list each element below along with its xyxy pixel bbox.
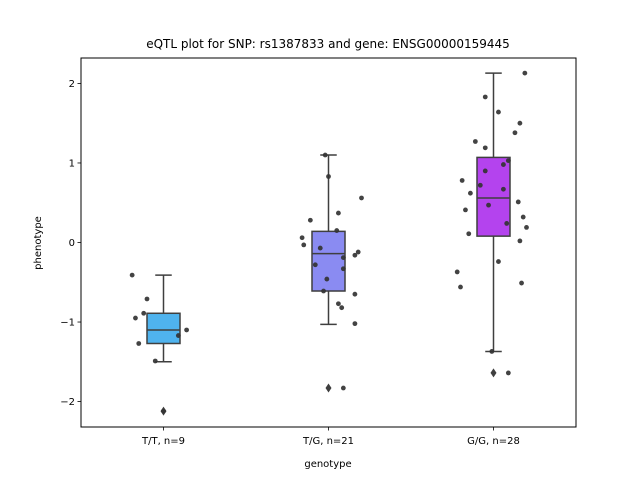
y-tick-label: 1 [69,158,75,169]
data-point [355,249,361,255]
data-point [512,130,518,136]
data-point [144,296,150,302]
y-tick-label: 2 [69,79,75,90]
data-point [459,178,465,183]
data-point [141,310,147,316]
outlier-marker [490,368,497,378]
data-point [482,145,488,151]
data-point [321,288,326,294]
data-point [359,195,364,201]
data-point [501,186,506,192]
data-point [161,408,166,414]
data-point [458,284,463,290]
data-point [519,280,524,286]
data-point [352,252,358,258]
data-point [175,333,181,338]
box-group [129,272,190,416]
x-tick-label: T/G, n=21 [302,436,354,447]
data-point [152,358,158,364]
data-point [339,305,345,311]
data-point [522,70,528,76]
data-point [299,235,305,241]
data-point [517,238,523,244]
data-point [489,349,495,354]
y-tick-label: 0 [69,238,75,249]
data-point [129,272,135,278]
plot-area [129,70,529,416]
data-point [133,315,138,321]
x-tick-label: T/T, n=9 [141,436,185,447]
data-point [340,255,346,261]
data-point [312,262,318,268]
data-point [468,190,473,196]
chart-title: eQTL plot for SNP: rs1387833 and gene: E… [146,37,510,51]
data-point [505,158,511,163]
data-point [322,152,328,158]
box [146,312,181,345]
data-point [482,168,488,174]
data-point [515,199,521,205]
data-point [184,327,190,333]
y-axis: −2 −1 0 1 2 [60,79,81,408]
data-point [504,221,510,226]
data-point [301,242,307,248]
data-point [496,259,501,264]
outlier-marker [325,383,332,393]
data-point [334,228,340,233]
data-point [336,301,341,307]
y-tick-label: −2 [60,397,75,408]
box [311,230,346,292]
data-point [463,207,468,213]
data-point [326,174,331,179]
x-axis: T/T, n=9 T/G, n=21 G/G, n=28 [141,427,520,447]
data-point [517,120,523,126]
x-axis-label: genotype [304,459,351,470]
data-point [520,214,526,220]
data-point [501,162,506,167]
data-point [136,341,142,346]
box-group [299,152,364,393]
data-point [472,139,478,144]
data-point [486,202,491,208]
data-point [496,109,501,115]
y-tick-label: −1 [60,318,75,329]
data-point [482,94,488,100]
data-point [340,266,346,272]
y-axis-label: phenotype [33,216,44,270]
box-group [454,70,529,378]
data-point [505,370,511,376]
data-point [466,231,472,237]
data-point [352,321,358,327]
x-tick-label: G/G, n=28 [467,436,520,447]
data-point [317,245,323,251]
data-point [307,217,313,223]
data-point [340,385,346,391]
data-point [524,224,529,230]
data-point [477,182,483,188]
data-point [352,291,358,297]
data-point [454,269,460,275]
data-point [324,276,330,282]
data-point [336,210,341,216]
